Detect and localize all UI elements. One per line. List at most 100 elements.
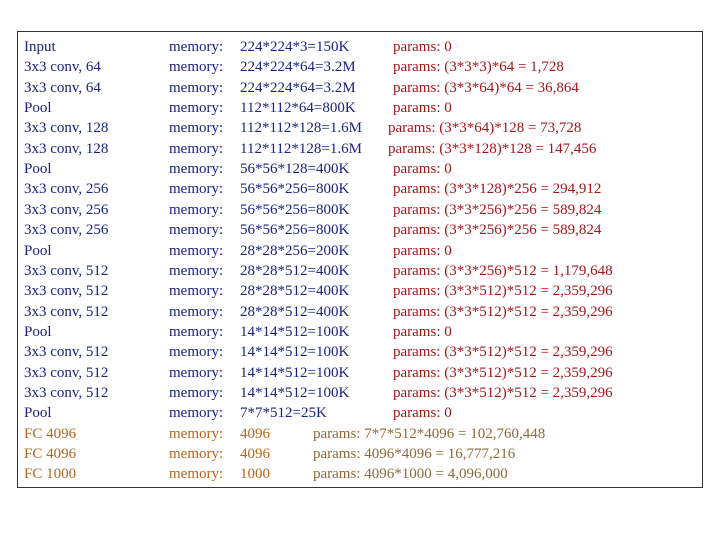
table-row: 3x3 conv, 64 memory: 224*224*64=3.2M params… <box>18 78 702 98</box>
layer-name: 3x3 conv, 64 <box>24 79 101 96</box>
memory-label: memory: <box>169 364 224 381</box>
layer-name: FC 4096 <box>24 425 77 442</box>
layer-name: Pool <box>24 161 52 178</box>
vgg-memory-params-table: Input memory: 224*224*3=150K params: 0 3x3 c… <box>17 31 703 488</box>
memory-value: 56*56*128=400K <box>240 161 350 178</box>
layer-name: 3x3 conv, 256 <box>24 201 109 218</box>
params-value: params: (3*3*512)*512 = 2,359,296 <box>393 364 613 381</box>
memory-value: 56*56*256=800K <box>240 181 350 198</box>
layer-name: 3x3 conv, 256 <box>24 222 109 239</box>
layer-name: 3x3 conv, 64 <box>24 59 101 76</box>
layer-name: FC 4096 <box>24 446 77 462</box>
layer-name: 3x3 conv, 512 <box>24 262 109 279</box>
memory-value: 224*224*64=3.2M <box>240 79 356 96</box>
layer-name: 3x3 conv, 128 <box>24 140 109 157</box>
memory-value: 14*14*512=100K <box>240 364 350 381</box>
memory-label: memory: <box>169 344 224 361</box>
params-value: params: (3*3*256)*512 = 1,179,648 <box>393 262 613 279</box>
memory-value: 224*224*64=3.2M <box>240 59 356 76</box>
table-row: 3x3 conv, 256 memory: 56*56*256=800K params… <box>18 200 702 220</box>
layer-name: Pool <box>24 242 52 259</box>
params-value: params: 0 <box>393 100 452 117</box>
table-row: 3x3 conv, 256 memory: 56*56*256=800K params… <box>18 220 702 240</box>
params-value: params: 0 <box>393 161 452 178</box>
table-row: Pool memory: 7*7*512=25K params: 0 <box>18 403 702 423</box>
memory-value: 28*28*256=200K <box>240 242 350 259</box>
params-value: params: (3*3*128)*256 = 294,912 <box>393 181 602 198</box>
memory-label: memory: <box>169 446 224 462</box>
memory-value: 112*112*128=1.6M <box>240 120 362 137</box>
table-row: 3x3 conv, 512 memory: 28*28*512=400K params… <box>18 261 702 281</box>
memory-label: memory: <box>169 120 224 137</box>
memory-value: 4096 <box>240 446 270 462</box>
memory-label: memory: <box>169 262 224 279</box>
memory-label: memory: <box>169 161 224 178</box>
table-row: Pool memory: 112*112*64=800K params: 0 <box>18 98 702 118</box>
table-row: Pool memory: 28*28*256=200K params: 0 <box>18 241 702 261</box>
memory-label: memory: <box>169 222 224 239</box>
memory-label: memory: <box>169 181 224 198</box>
params-value: params: (3*3*512)*512 = 2,359,296 <box>393 344 613 361</box>
params-value: params: 0 <box>393 405 452 422</box>
table-row: Pool memory: 56*56*128=400K params: 0 <box>18 159 702 179</box>
params-value: params: (3*3*256)*256 = 589,824 <box>393 222 602 239</box>
memory-label: memory: <box>169 59 224 76</box>
memory-value: 28*28*512=400K <box>240 262 350 279</box>
table-row: Pool memory: 14*14*512=100K params: 0 <box>18 322 702 342</box>
memory-label: memory: <box>169 79 224 96</box>
params-value: params: (3*3*512)*512 = 2,359,296 <box>393 384 613 401</box>
table-row: Input memory: 224*224*3=150K params: 0 <box>18 37 702 57</box>
layer-name: 3x3 conv, 512 <box>24 384 109 401</box>
memory-label: memory: <box>169 303 224 320</box>
table-row: 3x3 conv, 256 memory: 56*56*256=800K params… <box>18 179 702 199</box>
params-value: params: 0 <box>393 323 452 340</box>
memory-value: 224*224*3=150K <box>240 39 350 55</box>
layer-name: FC 1000 <box>24 466 77 483</box>
memory-label: memory: <box>169 39 224 55</box>
layer-name: 3x3 conv, 512 <box>24 364 109 381</box>
memory-label: memory: <box>169 242 224 259</box>
table-row: 3x3 conv, 512 memory: 28*28*512=400K params… <box>18 281 702 301</box>
params-value: params: (3*3*64)*128 = 73,728 <box>388 120 582 137</box>
memory-value: 14*14*512=100K <box>240 384 350 401</box>
memory-label: memory: <box>169 466 224 483</box>
params-value: params: 4096*4096 = 16,777,216 <box>313 446 516 462</box>
memory-value: 7*7*512=25K <box>240 405 327 422</box>
memory-label: memory: <box>169 323 224 340</box>
table-row: 3x3 conv, 128 memory: 112*112*128=1.6M para… <box>18 118 702 138</box>
params-value: params: (3*3*512)*512 = 2,359,296 <box>393 283 613 300</box>
params-value: params: 4096*1000 = 4,096,000 <box>313 466 508 483</box>
memory-value: 56*56*256=800K <box>240 201 350 218</box>
params-value: params: (3*3*128)*128 = 147,456 <box>388 140 597 157</box>
memory-value: 14*14*512=100K <box>240 323 350 340</box>
table-row: 3x3 conv, 512 memory: 14*14*512=100K params… <box>18 342 702 362</box>
memory-label: memory: <box>169 100 224 117</box>
table-row: FC 4096 memory: 4096 params: 7*7*512*4096 =… <box>18 424 702 444</box>
layer-name: 3x3 conv, 256 <box>24 181 109 198</box>
table-row: 3x3 conv, 512 memory: 28*28*512=400K params… <box>18 302 702 322</box>
memory-label: memory: <box>169 405 224 422</box>
layer-name: 3x3 conv, 512 <box>24 283 109 300</box>
params-value: params: (3*3*512)*512 = 2,359,296 <box>393 303 613 320</box>
params-value: params: (3*3*3)*64 = 1,728 <box>393 59 564 76</box>
params-value: params: (3*3*256)*256 = 589,824 <box>393 201 602 218</box>
memory-value: 56*56*256=800K <box>240 222 350 239</box>
params-value: params: 7*7*512*4096 = 102,760,448 <box>313 425 546 442</box>
params-value: params: (3*3*64)*64 = 36,864 <box>393 79 579 96</box>
memory-value: 14*14*512=100K <box>240 344 350 361</box>
memory-value: 1000 <box>240 466 270 483</box>
params-value: params: 0 <box>393 39 452 55</box>
layer-name: Input <box>24 39 56 55</box>
layer-name: Pool <box>24 405 52 422</box>
layer-name: Pool <box>24 323 52 340</box>
table-row: 3x3 conv, 128 memory: 112*112*128=1.6M para… <box>18 139 702 159</box>
table-row: 3x3 conv, 512 memory: 14*14*512=100K params… <box>18 383 702 403</box>
layer-name: 3x3 conv, 512 <box>24 344 109 361</box>
memory-label: memory: <box>169 384 224 401</box>
params-value: params: 0 <box>393 242 452 259</box>
table-row: 3x3 conv, 512 memory: 14*14*512=100K params… <box>18 363 702 383</box>
table-row: FC 1000 memory: 1000 params: 4096*1000 = 4,… <box>18 464 702 484</box>
table-row: FC 4096 memory: 4096 params: 4096*4096 = 16… <box>18 444 702 464</box>
memory-label: memory: <box>169 283 224 300</box>
memory-value: 28*28*512=400K <box>240 283 350 300</box>
